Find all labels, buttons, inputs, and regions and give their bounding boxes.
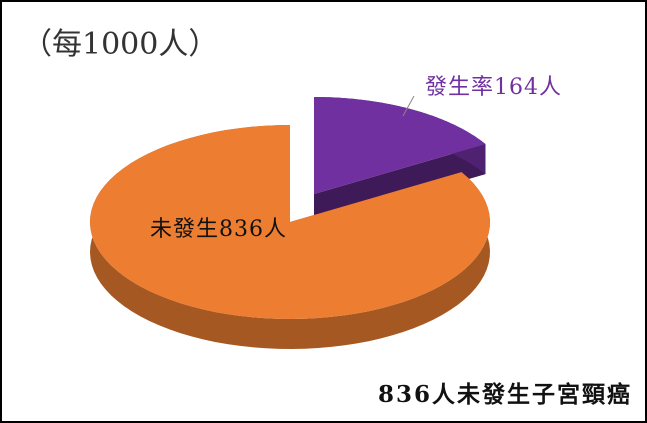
slice-group [90, 125, 490, 349]
data-label: 未發生836人 [150, 217, 287, 242]
slice [90, 125, 490, 319]
footnote: 836人未發生子宮頸癌 [378, 381, 632, 408]
chart-title: （每1000人） [22, 27, 218, 62]
data-label: 發生率164人 [425, 75, 562, 100]
slice [314, 97, 486, 194]
leader-line [402, 95, 415, 117]
